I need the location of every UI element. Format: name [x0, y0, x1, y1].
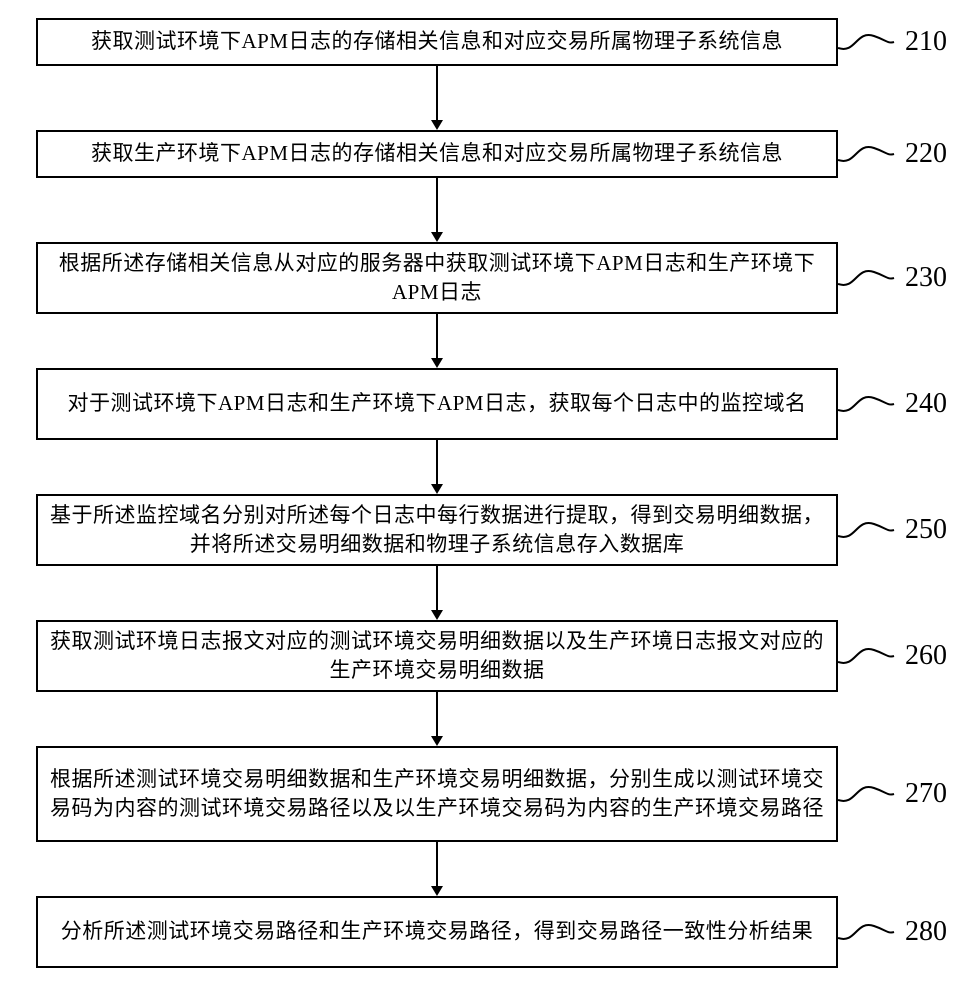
- step-240-box: 对于测试环境下APM日志和生产环境下APM日志，获取每个日志中的监控域名: [36, 368, 838, 440]
- step-240-label: 240: [905, 388, 947, 420]
- step-240-connector: [838, 390, 896, 418]
- step-260-text: 获取测试环境日志报文对应的测试环境交易明细数据以及生产环境日志报文对应的生产环境…: [50, 627, 824, 686]
- step-230-text: 根据所述存储相关信息从对应的服务器中获取测试环境下APM日志和生产环境下APM日…: [50, 249, 824, 308]
- step-280-label: 280: [905, 916, 947, 948]
- step-270-connector: [838, 780, 896, 808]
- step-230-connector: [838, 264, 896, 292]
- step-280-text: 分析所述测试环境交易路径和生产环境交易路径，得到交易路径一致性分析结果: [61, 917, 814, 946]
- step-210-text: 获取测试环境下APM日志的存储相关信息和对应交易所属物理子系统信息: [91, 27, 783, 56]
- step-230-arrow: [427, 314, 447, 368]
- step-250-label: 250: [905, 514, 947, 546]
- step-230-label: 230: [905, 262, 947, 294]
- step-270-text: 根据所述测试环境交易明细数据和生产环境交易明细数据，分别生成以测试环境交易码为内…: [50, 765, 824, 824]
- step-220-label: 220: [905, 138, 947, 170]
- step-210-label: 210: [905, 26, 947, 58]
- step-210-box: 获取测试环境下APM日志的存储相关信息和对应交易所属物理子系统信息: [36, 18, 838, 66]
- step-270-box: 根据所述测试环境交易明细数据和生产环境交易明细数据，分别生成以测试环境交易码为内…: [36, 746, 838, 842]
- step-220-connector: [838, 140, 896, 168]
- step-220-arrow: [427, 178, 447, 242]
- step-280-connector: [838, 918, 896, 946]
- step-250-arrow: [427, 566, 447, 620]
- step-250-text: 基于所述监控域名分别对所述每个日志中每行数据进行提取，得到交易明细数据，并将所述…: [50, 501, 824, 560]
- step-250-box: 基于所述监控域名分别对所述每个日志中每行数据进行提取，得到交易明细数据，并将所述…: [36, 494, 838, 566]
- step-260-label: 260: [905, 640, 947, 672]
- step-280-box: 分析所述测试环境交易路径和生产环境交易路径，得到交易路径一致性分析结果: [36, 896, 838, 968]
- step-210-arrow: [427, 66, 447, 130]
- step-220-box: 获取生产环境下APM日志的存储相关信息和对应交易所属物理子系统信息: [36, 130, 838, 178]
- step-240-arrow: [427, 440, 447, 494]
- step-270-arrow: [427, 842, 447, 896]
- step-250-connector: [838, 516, 896, 544]
- step-260-box: 获取测试环境日志报文对应的测试环境交易明细数据以及生产环境日志报文对应的生产环境…: [36, 620, 838, 692]
- step-260-connector: [838, 642, 896, 670]
- flowchart-canvas: 获取测试环境下APM日志的存储相关信息和对应交易所属物理子系统信息 210 获取生产…: [0, 0, 965, 1000]
- step-260-arrow: [427, 692, 447, 746]
- step-240-text: 对于测试环境下APM日志和生产环境下APM日志，获取每个日志中的监控域名: [67, 389, 806, 418]
- step-210-connector: [838, 28, 896, 56]
- step-270-label: 270: [905, 778, 947, 810]
- step-230-box: 根据所述存储相关信息从对应的服务器中获取测试环境下APM日志和生产环境下APM日…: [36, 242, 838, 314]
- step-220-text: 获取生产环境下APM日志的存储相关信息和对应交易所属物理子系统信息: [91, 139, 783, 168]
